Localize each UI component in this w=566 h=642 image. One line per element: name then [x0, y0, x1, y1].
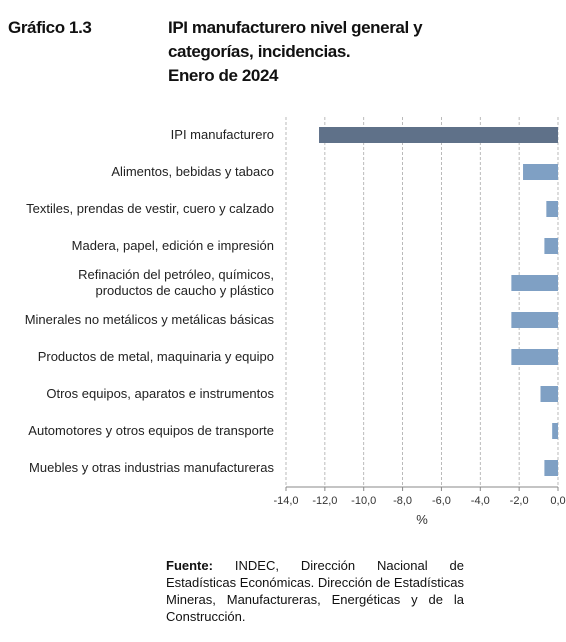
x-tick-label: -10,0: [351, 495, 376, 507]
x-tick-label: -8,0: [393, 495, 412, 507]
category-label: Automotores y otros equipos de transport…: [28, 423, 274, 438]
bar: [511, 275, 558, 291]
bar: [511, 349, 558, 365]
source-text: INDEC, Dirección Nacional de Estadística…: [166, 558, 464, 624]
x-tick-label: -12,0: [312, 495, 337, 507]
chart-title: IPI manufacturero nivel general y catego…: [168, 18, 423, 61]
bar: [552, 423, 558, 439]
bar: [546, 201, 558, 217]
bar: [544, 238, 558, 254]
x-tick-label: 0,0: [550, 495, 565, 507]
x-tick-label: -6,0: [432, 495, 451, 507]
bar: [544, 460, 558, 476]
category-label: Alimentos, bebidas y tabaco: [111, 164, 274, 179]
x-tick-label: -14,0: [273, 495, 298, 507]
chart-subtitle: Enero de 2024: [168, 66, 279, 85]
source: Fuente: INDEC, Dirección Nacional de Est…: [166, 557, 464, 625]
source-label: Fuente:: [166, 558, 213, 573]
x-axis-label: %: [416, 512, 428, 527]
bar: [540, 386, 558, 402]
category-label: IPI manufacturero: [170, 127, 274, 142]
x-tick-label: -4,0: [471, 495, 490, 507]
category-label: Otros equipos, aparatos e instrumentos: [46, 386, 274, 401]
category-label: Madera, papel, edición e impresión: [71, 238, 274, 253]
bar: [523, 164, 558, 180]
chart-label: Gráfico 1.3: [8, 18, 92, 37]
bar: [319, 127, 558, 143]
x-tick-label: -2,0: [510, 495, 529, 507]
category-label: Textiles, prendas de vestir, cuero y cal…: [26, 201, 274, 216]
category-label: Minerales no metálicos y metálicas básic…: [24, 312, 274, 327]
category-label: Productos de metal, maquinaria y equipo: [37, 349, 274, 364]
category-label: Refinación del petróleo, químicos, produ…: [78, 267, 274, 298]
category-label: Muebles y otras industrias manufacturera…: [29, 460, 274, 475]
bar: [511, 312, 558, 328]
